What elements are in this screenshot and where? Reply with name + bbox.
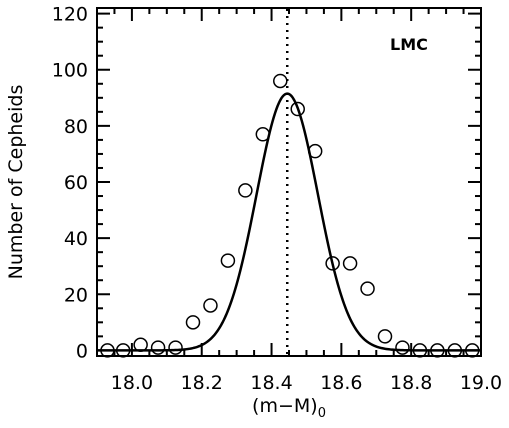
data-point xyxy=(360,281,375,296)
data-point xyxy=(447,343,463,358)
data-point xyxy=(255,127,271,142)
x-tick-label: 18.0 xyxy=(111,372,153,394)
data-point xyxy=(273,73,288,89)
data-points xyxy=(100,73,480,358)
y-tick-label: 0 xyxy=(76,340,88,362)
y-tick-label: 60 xyxy=(64,172,88,194)
y-tick-label: 20 xyxy=(64,284,88,306)
data-point xyxy=(307,143,323,159)
x-tick-label: 18.6 xyxy=(320,372,362,394)
data-point xyxy=(395,340,410,355)
x-axis-title-subscript: 0 xyxy=(318,406,326,421)
data-point xyxy=(185,315,201,330)
data-point xyxy=(377,329,393,344)
x-tick-label: 18.8 xyxy=(390,372,432,394)
y-tick-label: 100 xyxy=(52,60,88,82)
data-point xyxy=(220,253,236,268)
x-axis-title: (m−M)0 xyxy=(252,395,326,421)
x-tick-label: 19.0 xyxy=(460,372,502,394)
x-tick-label: 18.4 xyxy=(250,372,292,394)
data-point xyxy=(115,343,131,358)
axis-tick-labels: 18.0 18.2 18.4 18.6 18.8 19.0 0 20 40 60 80 100 120 xyxy=(52,4,502,394)
data-point xyxy=(325,256,340,271)
x-axis-title-main: (m−M) xyxy=(252,395,318,417)
data-point xyxy=(168,340,183,355)
y-tick-label: 120 xyxy=(52,4,88,26)
data-point xyxy=(133,337,148,353)
data-point xyxy=(430,343,445,358)
data-point xyxy=(412,343,428,358)
x-tick-label: 18.2 xyxy=(181,372,223,394)
y-tick-label: 80 xyxy=(64,116,88,138)
y-axis-title: Number of Cepheids xyxy=(5,85,27,280)
data-point xyxy=(150,340,166,355)
data-point xyxy=(465,343,480,358)
data-point xyxy=(238,183,253,198)
data-point xyxy=(290,101,305,117)
data-point xyxy=(203,298,218,313)
y-tick-label: 40 xyxy=(64,228,88,250)
axis-ticks xyxy=(97,8,482,356)
data-point xyxy=(342,256,358,271)
data-point xyxy=(100,343,115,358)
gaussian-fit-curve xyxy=(97,92,481,352)
plot-frame xyxy=(96,7,482,357)
galaxy-label-lmc: LMC xyxy=(390,35,428,54)
